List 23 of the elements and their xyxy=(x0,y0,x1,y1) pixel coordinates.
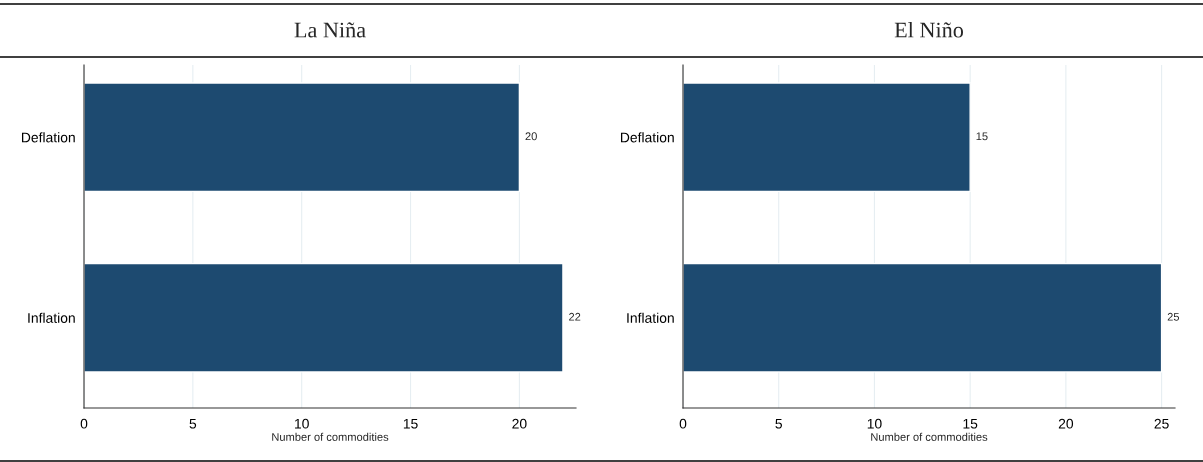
data-label: 22 xyxy=(569,312,581,321)
y-tick-label: Inflation xyxy=(627,312,674,323)
x-tick-label: 15 xyxy=(963,418,978,429)
x-axis-title: Number of commodities xyxy=(272,432,389,441)
x-axis-title: Number of commodities xyxy=(871,432,988,441)
y-tick-label: Inflation xyxy=(28,312,75,323)
data-label: 25 xyxy=(1167,312,1180,321)
x-tick-label: 5 xyxy=(775,418,782,429)
data-label: 15 xyxy=(976,132,988,141)
y-tick-label: Deflation xyxy=(21,132,75,143)
x-tick-label: 25 xyxy=(1154,418,1169,429)
x-tick-label: 10 xyxy=(295,418,309,429)
x-tick-label: 20 xyxy=(1058,418,1074,429)
x-tick-label: 20 xyxy=(512,418,527,429)
x-tick-label: 5 xyxy=(189,418,197,429)
data-label: 20 xyxy=(525,132,537,141)
x-tick-label: 15 xyxy=(403,418,418,429)
x-tick-label: 0 xyxy=(80,418,88,429)
y-tick-label: Deflation xyxy=(620,132,674,143)
chart-title: La Niña xyxy=(294,22,366,38)
x-tick-label: 0 xyxy=(679,418,687,429)
chart-title: El Niño xyxy=(894,21,964,38)
x-tick-label: 10 xyxy=(867,418,882,429)
